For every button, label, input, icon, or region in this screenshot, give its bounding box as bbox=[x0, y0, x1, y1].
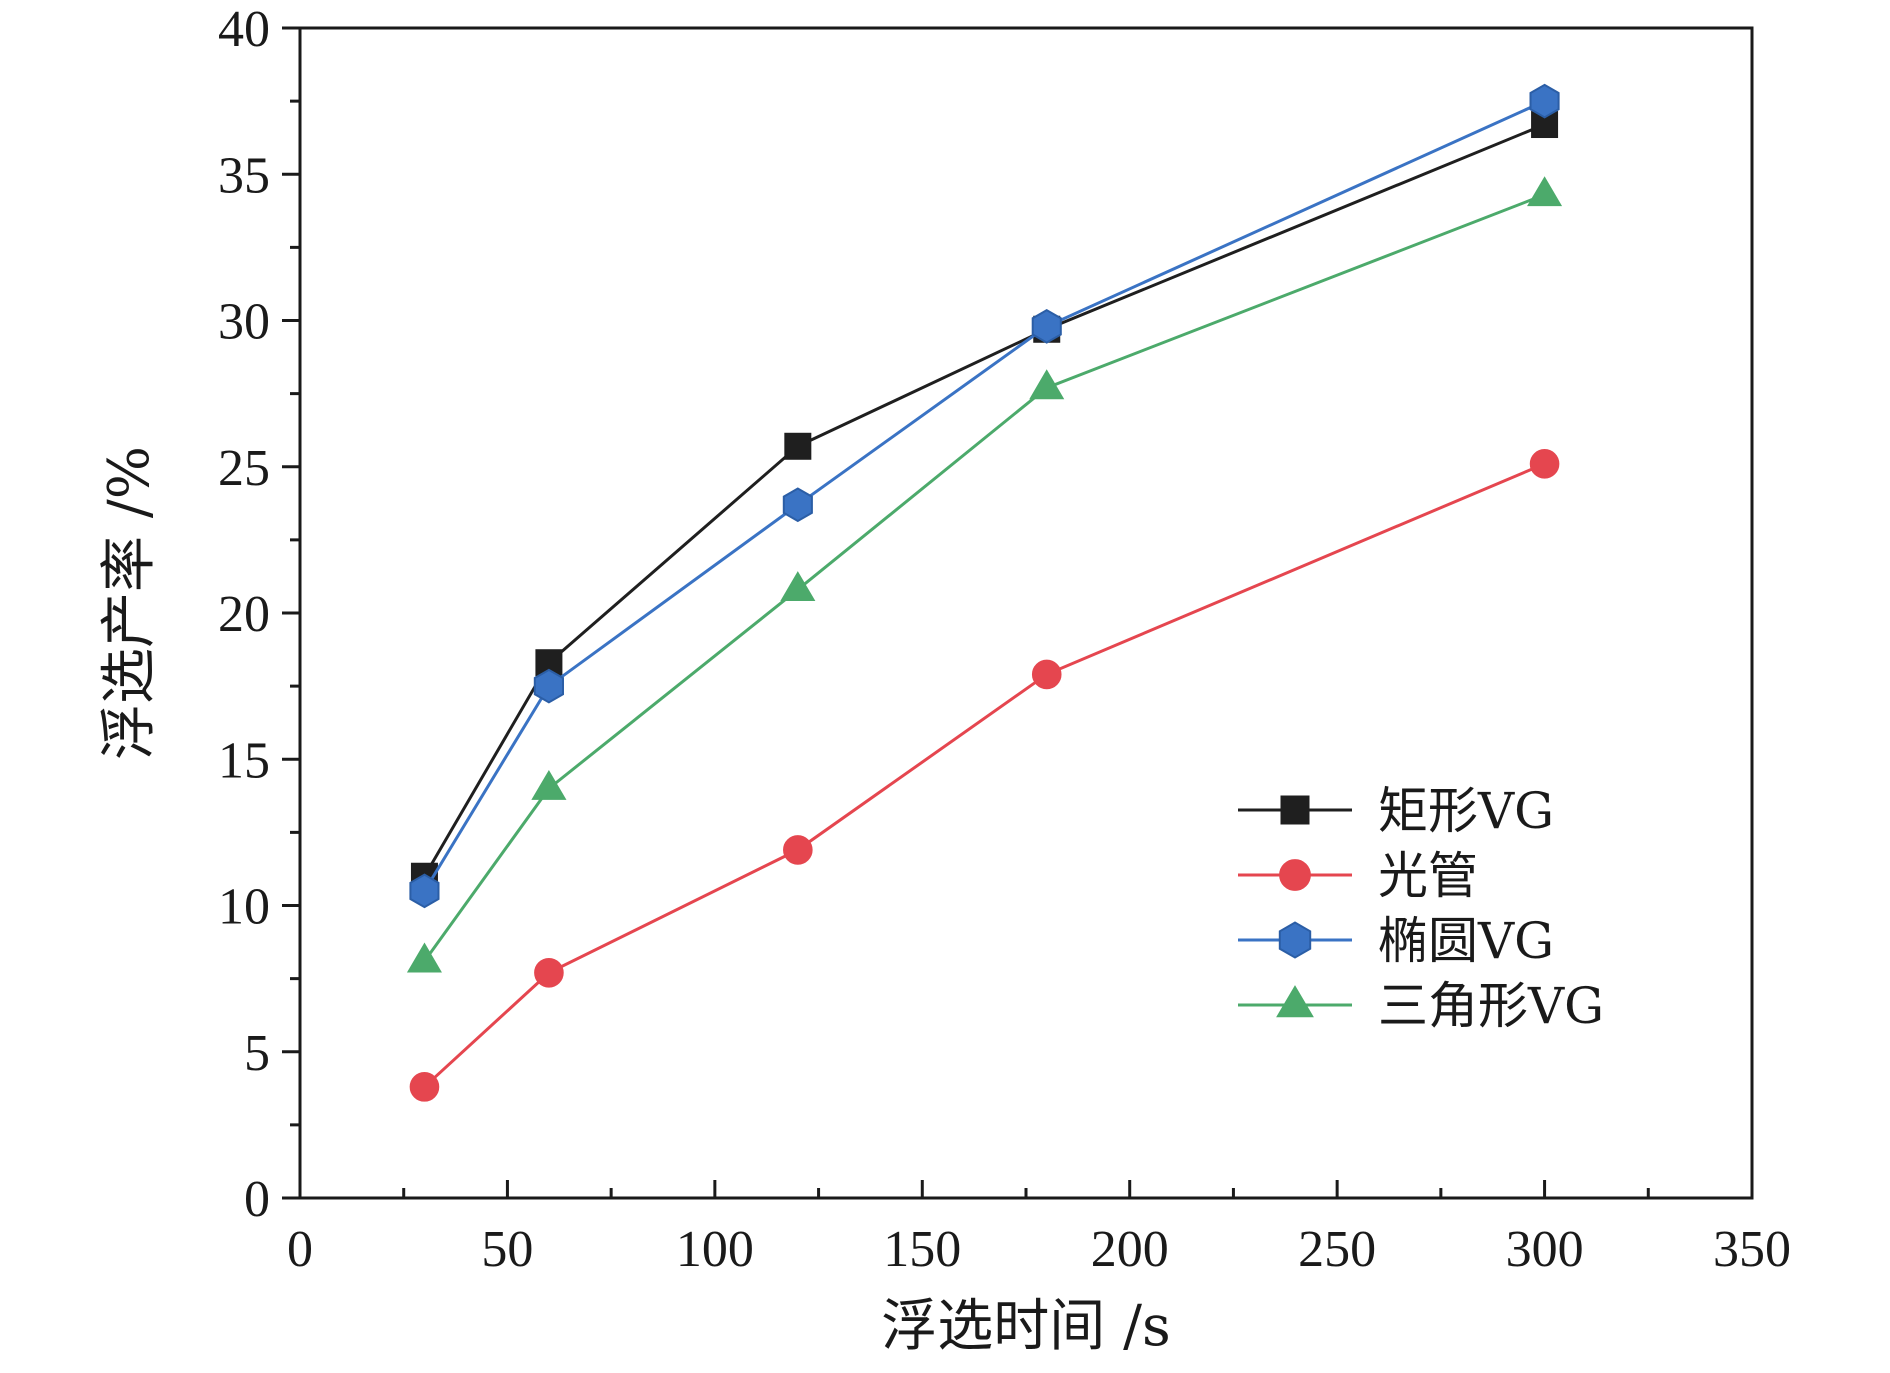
x-tick-label: 0 bbox=[287, 1221, 313, 1278]
y-axis-title: 浮选产率 /% bbox=[97, 446, 162, 760]
data-point bbox=[1527, 176, 1563, 207]
x-tick-label: 350 bbox=[1713, 1221, 1791, 1278]
data-point bbox=[780, 571, 816, 601]
x-tick-label: 300 bbox=[1506, 1221, 1584, 1278]
legend-item: 光管 bbox=[1238, 847, 1478, 905]
data-point bbox=[531, 770, 567, 800]
x-axis-title: 浮选时间 /s bbox=[881, 1294, 1170, 1359]
series-line bbox=[423, 99, 1546, 892]
data-point bbox=[783, 835, 813, 865]
legend-item: 三角形VG bbox=[1238, 977, 1604, 1035]
legend-item: 矩形VG bbox=[1238, 782, 1554, 840]
data-point bbox=[406, 942, 442, 973]
series-1 bbox=[410, 111, 1559, 890]
y-tick-label: 15 bbox=[218, 732, 270, 789]
series-layer bbox=[406, 83, 1563, 1102]
y-tick-label: 35 bbox=[218, 147, 270, 204]
data-point bbox=[1031, 659, 1062, 690]
legend-marker bbox=[1278, 921, 1312, 959]
data-point bbox=[534, 957, 564, 988]
data-point bbox=[1529, 83, 1560, 119]
y-tick-label: 0 bbox=[244, 1171, 270, 1228]
series-line bbox=[423, 123, 1546, 878]
legend-label: 光管 bbox=[1378, 847, 1478, 905]
series-line bbox=[423, 462, 1546, 1088]
data-point bbox=[1031, 308, 1062, 344]
data-point bbox=[1029, 369, 1065, 400]
series-line bbox=[423, 193, 1546, 962]
legend-marker bbox=[1276, 985, 1314, 1018]
y-tick-label: 30 bbox=[218, 294, 270, 351]
y-tick-label: 5 bbox=[244, 1025, 270, 1082]
axes: 0 50 100 150 200 250 300 350 0 5 10 15 20 25 30 35 40 bbox=[218, 1, 1791, 1278]
data-point bbox=[1529, 449, 1560, 479]
x-tick-label: 250 bbox=[1298, 1221, 1376, 1278]
data-point bbox=[782, 487, 813, 523]
series-4 bbox=[406, 176, 1563, 973]
legend-item: 椭圆VG bbox=[1238, 912, 1554, 970]
y-tick-label: 20 bbox=[218, 586, 270, 643]
y-tick-label: 25 bbox=[218, 440, 270, 497]
x-tick-label: 50 bbox=[481, 1221, 533, 1278]
y-tick-label: 10 bbox=[218, 879, 270, 936]
y-tick-label: 40 bbox=[218, 1, 270, 58]
series-2 bbox=[409, 449, 1560, 1102]
x-tick-label: 150 bbox=[883, 1221, 961, 1278]
data-point bbox=[409, 1072, 440, 1102]
x-tick-label: 200 bbox=[1091, 1221, 1169, 1278]
data-point bbox=[409, 873, 440, 909]
data-point bbox=[533, 668, 564, 704]
series-3 bbox=[409, 83, 1560, 909]
legend-marker bbox=[1279, 859, 1311, 891]
legend-marker bbox=[1280, 795, 1310, 825]
x-tick-label: 100 bbox=[676, 1221, 754, 1278]
legend-label: 三角形VG bbox=[1378, 977, 1604, 1035]
data-point bbox=[784, 432, 812, 460]
legend-label: 椭圆VG bbox=[1378, 912, 1554, 970]
legend-label: 矩形VG bbox=[1378, 782, 1554, 840]
